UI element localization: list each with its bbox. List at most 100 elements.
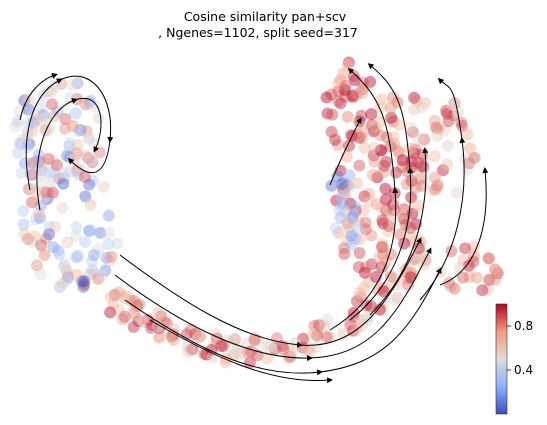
- cell-point: [373, 303, 386, 316]
- cell-point: [245, 345, 258, 358]
- cell-point: [71, 164, 84, 177]
- cell-point: [25, 168, 38, 181]
- cell-point: [277, 343, 290, 355]
- cell-point: [338, 84, 351, 96]
- cell-point: [69, 107, 82, 120]
- cell-point: [58, 258, 71, 271]
- cell-point: [351, 222, 364, 235]
- cell-point: [441, 158, 454, 171]
- cell-point: [66, 78, 79, 91]
- cell-point: [16, 134, 29, 147]
- cell-point: [457, 271, 469, 284]
- cell-point: [333, 204, 346, 216]
- cell-point: [359, 216, 372, 229]
- cell-point: [459, 242, 472, 255]
- cell-point: [282, 351, 295, 364]
- colorbar-tick-label: 0.4: [514, 363, 533, 377]
- cell-point: [228, 332, 241, 345]
- cell-point: [337, 67, 350, 80]
- title-line-1: Cosine similarity pan+scv: [184, 9, 347, 24]
- cell-point: [332, 77, 345, 90]
- colorbar-gradient: [495, 303, 508, 415]
- cell-point: [370, 198, 383, 211]
- cell-point: [349, 204, 362, 217]
- cell-point: [87, 138, 100, 151]
- cell-point: [53, 172, 66, 185]
- cell-point: [9, 120, 22, 133]
- cell-point: [21, 233, 34, 245]
- cell-point: [461, 128, 474, 141]
- cell-point: [215, 340, 228, 353]
- cell-point: [453, 261, 466, 274]
- cell-point: [87, 174, 99, 187]
- cell-point: [412, 199, 425, 212]
- cell-point: [61, 236, 74, 249]
- cell-point: [34, 211, 47, 224]
- cell-point: [129, 303, 142, 315]
- cell-point: [412, 156, 425, 169]
- cell-point: [103, 254, 116, 267]
- cell-point: [96, 269, 109, 282]
- cell-point: [40, 111, 53, 124]
- cell-point: [32, 207, 45, 220]
- cell-point: [58, 166, 71, 179]
- cell-point: [31, 259, 43, 272]
- cell-point: [49, 220, 61, 233]
- cell-point: [15, 167, 28, 179]
- cell-point: [85, 224, 98, 237]
- cell-point: [31, 154, 44, 167]
- cell-point: [137, 316, 150, 329]
- cell-point: [118, 292, 131, 305]
- cell-point: [329, 133, 342, 146]
- cell-point: [417, 135, 430, 148]
- cell-point: [344, 197, 357, 210]
- streamline: [369, 147, 429, 316]
- cell-point: [482, 252, 495, 265]
- cell-point: [380, 204, 393, 217]
- cell-point: [241, 337, 254, 350]
- cell-point: [37, 186, 50, 199]
- cell-point: [388, 293, 401, 306]
- streamline: [149, 319, 333, 384]
- cell-point: [38, 156, 51, 169]
- cell-point: [34, 268, 47, 281]
- streamline: [329, 117, 362, 186]
- cell-point: [79, 171, 91, 183]
- cell-point: [88, 267, 101, 280]
- cell-point: [252, 334, 265, 347]
- cell-point: [332, 226, 345, 239]
- cell-point: [67, 154, 80, 167]
- cell-point: [382, 225, 394, 238]
- cell-point: [18, 227, 31, 240]
- cell-point: [158, 316, 171, 329]
- cell-point: [335, 178, 348, 191]
- cell-point: [52, 244, 65, 257]
- cell-point: [37, 168, 50, 181]
- cell-point: [304, 346, 317, 359]
- cell-point: [444, 280, 457, 293]
- cell-point: [352, 215, 365, 228]
- cell-point: [386, 91, 399, 104]
- cell-point: [34, 199, 47, 212]
- cell-point: [365, 108, 378, 121]
- cell-point: [186, 343, 199, 356]
- cell-point: [105, 250, 118, 263]
- cell-point: [325, 125, 338, 138]
- cell-point: [38, 249, 51, 261]
- cell-point: [46, 98, 59, 111]
- cell-point: [48, 165, 61, 178]
- cell-point: [375, 201, 388, 214]
- cell-point: [118, 310, 131, 323]
- cell-point: [483, 273, 496, 286]
- cell-point: [463, 271, 476, 284]
- cell-point: [27, 109, 40, 122]
- cell-point: [329, 222, 342, 235]
- cell-point: [415, 172, 427, 185]
- cell-point: [117, 290, 130, 302]
- cell-point: [35, 164, 48, 177]
- cell-point: [368, 120, 381, 133]
- streamline: [25, 75, 114, 191]
- cell-point: [326, 108, 339, 121]
- cell-point: [269, 342, 281, 355]
